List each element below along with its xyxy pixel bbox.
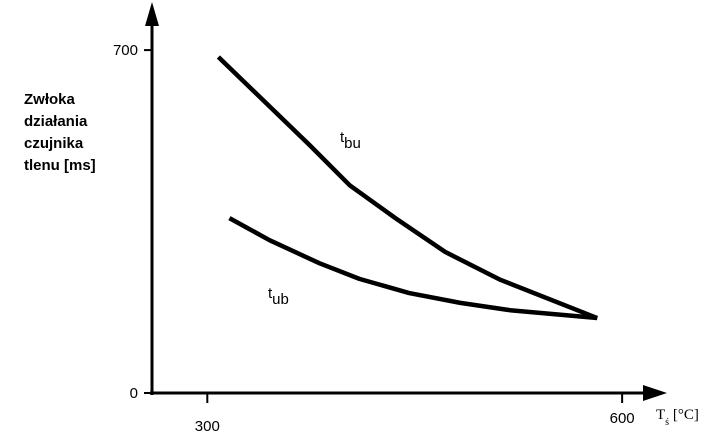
x-tick-label: 600: [610, 410, 635, 427]
x-axis-label: Tś [°C]: [656, 407, 699, 428]
series-line: [216, 55, 599, 321]
x-tick-label: 300: [195, 418, 220, 432]
y-axis-label: czujnika: [24, 135, 84, 152]
y-axis-label: tlenu [ms]: [24, 157, 96, 174]
y-axis-label: działania: [24, 113, 88, 130]
y-tick-label: 0: [130, 385, 138, 402]
y-axis-arrow: [145, 2, 159, 26]
series-label: tub: [268, 285, 289, 308]
series-line: [228, 216, 598, 321]
series-label: tbu: [340, 129, 361, 152]
y-tick-label: 700: [113, 42, 138, 59]
x-axis-arrow: [643, 385, 667, 401]
y-axis-label: Zwłoka: [24, 91, 76, 108]
